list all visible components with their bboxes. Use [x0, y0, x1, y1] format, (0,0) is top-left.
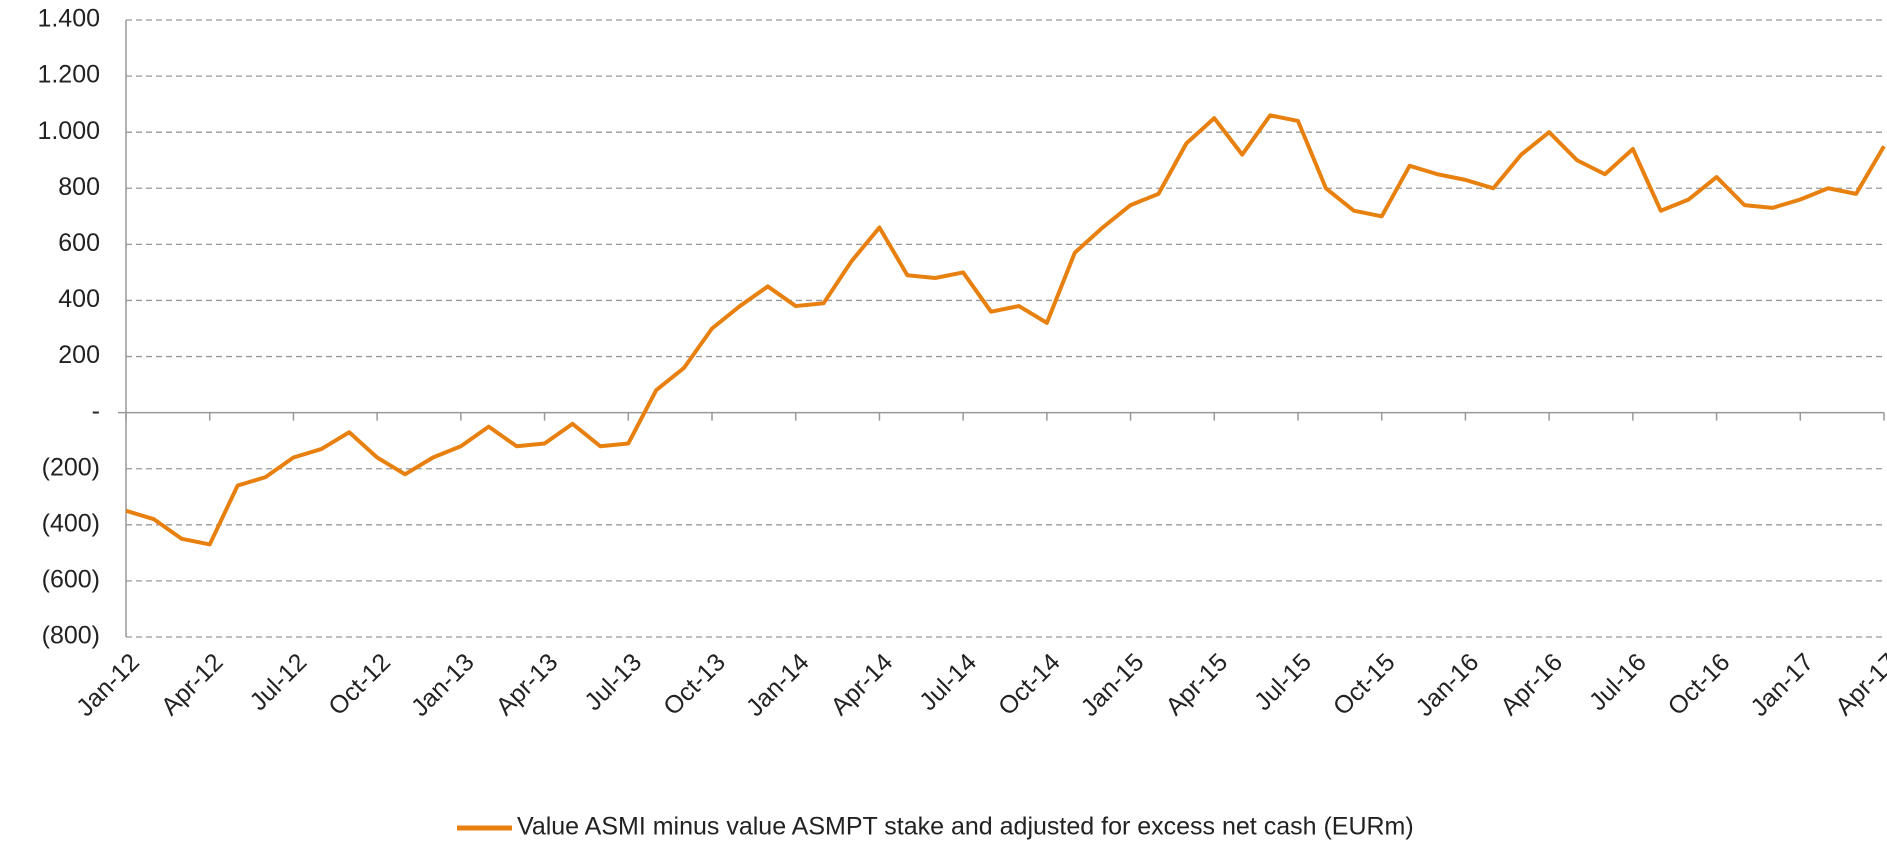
x-tick-label: Apr-12 — [156, 648, 229, 721]
y-tick-label: (800) — [42, 622, 100, 650]
x-tick-label: Oct-14 — [993, 648, 1066, 721]
x-tick-label: Jan-17 — [1745, 648, 1819, 722]
x-tick-label: Jan-13 — [406, 648, 480, 722]
y-tick-label: 1.200 — [37, 61, 100, 89]
y-tick-label: 200 — [58, 341, 100, 369]
x-tick-label: Jan-15 — [1076, 648, 1150, 722]
y-tick-label: (400) — [42, 509, 100, 537]
x-tick-label: Jul-16 — [1584, 648, 1652, 716]
x-tick-label: Oct-15 — [1328, 648, 1401, 721]
x-tick-label: Apr-13 — [491, 648, 564, 721]
y-tick-label: (200) — [42, 453, 100, 481]
y-tick-label: 1.000 — [37, 117, 100, 145]
x-tick-label: Jan-14 — [741, 648, 815, 722]
y-tick-label: 400 — [58, 285, 100, 313]
x-tick-label: Jul-15 — [1249, 648, 1317, 716]
x-tick-label: Jul-13 — [579, 648, 647, 716]
x-tick-label: Jul-12 — [244, 648, 312, 716]
line-series — [125, 113, 1886, 547]
x-tick-label: Jan-16 — [1410, 648, 1484, 722]
y-tick-label: 600 — [58, 229, 100, 257]
y-tick-label: - — [92, 397, 100, 425]
y-tick-label: 1.400 — [37, 5, 100, 33]
x-tick-label: Apr-17 — [1830, 648, 1887, 721]
x-tick-label: Oct-16 — [1663, 648, 1736, 721]
x-tick-label: Apr-16 — [1495, 648, 1568, 721]
y-tick-label: 800 — [58, 173, 100, 201]
x-tick-label: Oct-12 — [323, 648, 396, 721]
y-tick-label: (600) — [42, 566, 100, 594]
x-tick-label: Apr-15 — [1160, 648, 1233, 721]
x-tick-label: Apr-14 — [825, 648, 898, 721]
x-tick-label: Jan-12 — [71, 648, 145, 722]
x-tick-label: Oct-13 — [658, 648, 731, 721]
x-tick-label: Jul-14 — [914, 648, 982, 716]
legend-label: Value ASMI minus value ASMPT stake and a… — [517, 813, 1414, 841]
